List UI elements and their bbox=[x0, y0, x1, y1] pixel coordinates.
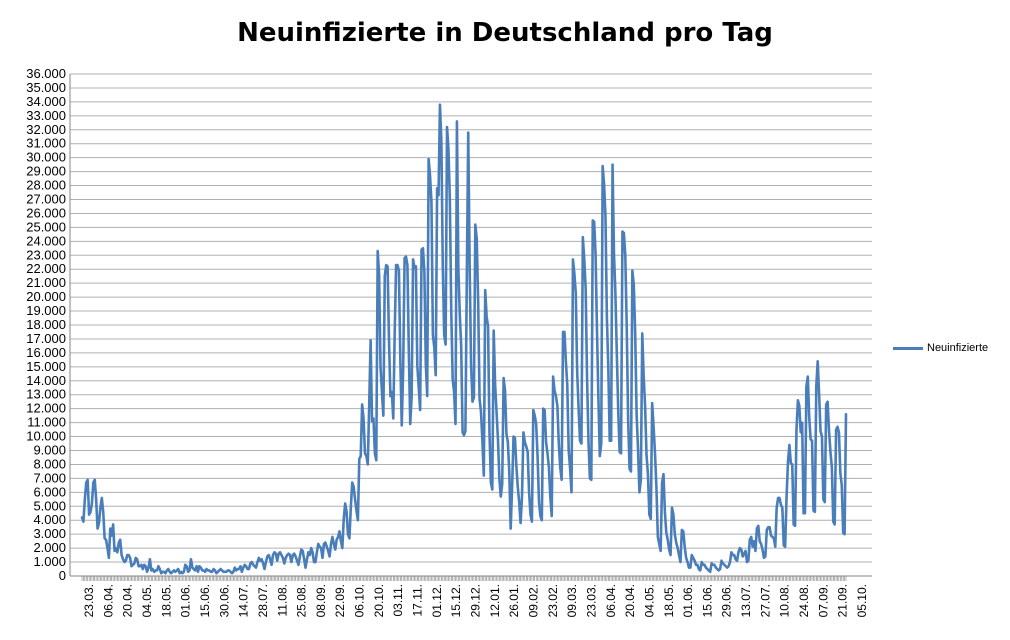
x-tick-label: 14.07. bbox=[237, 584, 251, 617]
legend: Neuinfizierte bbox=[893, 342, 988, 354]
x-tick-label: 23.03. bbox=[82, 584, 96, 617]
x-tick-label: 20.04. bbox=[121, 584, 135, 617]
y-tick-label: 5.000 bbox=[33, 498, 66, 513]
y-tick-label: 7.000 bbox=[33, 470, 66, 485]
legend-label: Neuinfizierte bbox=[927, 342, 989, 354]
x-tick-label: 18.05. bbox=[159, 584, 173, 617]
x-tick-label: 10.08. bbox=[778, 584, 792, 617]
x-tick-label: 12.01. bbox=[488, 584, 502, 617]
x-tick-label: 06.04. bbox=[101, 584, 115, 617]
x-tick-label: 15.06. bbox=[198, 584, 212, 617]
x-tick-label: 23.03. bbox=[584, 584, 598, 617]
y-tick-label: 19.000 bbox=[26, 303, 66, 318]
x-tick-label: 22.09. bbox=[333, 584, 347, 617]
x-tick-label: 09.03. bbox=[565, 584, 579, 617]
y-tick-label: 15.000 bbox=[26, 359, 66, 374]
x-tick-label: 27.07. bbox=[758, 584, 772, 617]
x-tick-label: 21.09. bbox=[836, 584, 850, 617]
x-tick-label: 03.11. bbox=[391, 584, 405, 616]
y-tick-label: 32.000 bbox=[26, 122, 66, 137]
x-tick-label: 20.04. bbox=[623, 584, 637, 617]
series-line-neuinfizierte bbox=[80, 103, 848, 575]
x-tick-label: 15.06. bbox=[700, 584, 714, 617]
y-tick-label: 16.000 bbox=[26, 345, 66, 360]
x-tick-label: 18.05. bbox=[662, 584, 676, 617]
x-tick-label: 29.12. bbox=[469, 584, 483, 617]
y-tick-label: 27.000 bbox=[26, 192, 66, 207]
x-tick-label: 01.06. bbox=[681, 584, 695, 617]
series-layer bbox=[80, 103, 848, 575]
y-tick-label: 12.000 bbox=[26, 401, 66, 416]
y-tick-label: 34.000 bbox=[26, 94, 66, 109]
y-tick-label: 25.000 bbox=[26, 219, 66, 234]
legend-swatch bbox=[893, 346, 923, 350]
x-minor-ticks bbox=[81, 576, 847, 581]
y-tick-label: 22.000 bbox=[26, 261, 66, 276]
y-tick-label: 29.000 bbox=[26, 164, 66, 179]
x-tick-label: 25.08. bbox=[295, 584, 309, 617]
x-tick-label: 04.05. bbox=[140, 584, 154, 617]
y-tick-label: 24.000 bbox=[26, 233, 66, 248]
x-tick-label: 17.11. bbox=[411, 584, 425, 616]
y-tick-label: 2.000 bbox=[33, 540, 66, 555]
x-tick-label: 13.07. bbox=[739, 584, 753, 617]
y-tick-label: 28.000 bbox=[26, 178, 66, 193]
y-tick-label: 9.000 bbox=[33, 443, 66, 458]
y-tick-label: 0 bbox=[59, 568, 66, 583]
x-tick-label: 01.12. bbox=[430, 584, 444, 617]
x-tick-label: 08.09. bbox=[314, 584, 328, 617]
y-tick-label: 36.000 bbox=[26, 66, 66, 81]
x-tick-label: 06.10. bbox=[353, 584, 367, 617]
x-tick-label: 15.12. bbox=[449, 584, 463, 617]
x-tick-label: 28.07. bbox=[256, 584, 270, 617]
y-tick-label: 1.000 bbox=[33, 554, 66, 569]
x-tick-label: 09.02. bbox=[526, 584, 540, 617]
y-tick-label: 23.000 bbox=[26, 247, 66, 262]
x-tick-label: 01.06. bbox=[179, 584, 193, 617]
x-tick-label: 05.10. bbox=[855, 584, 869, 617]
x-tick-label: 30.06. bbox=[217, 584, 231, 617]
y-tick-label: 14.000 bbox=[26, 373, 66, 388]
y-tick-label: 17.000 bbox=[26, 331, 66, 346]
y-tick-label: 31.000 bbox=[26, 136, 66, 151]
y-tick-label: 21.000 bbox=[26, 275, 66, 290]
x-tick-label: 26.01. bbox=[507, 584, 521, 617]
y-tick-label: 3.000 bbox=[33, 526, 66, 541]
y-tick-label: 20.000 bbox=[26, 289, 66, 304]
x-tick-label: 11.08. bbox=[275, 584, 289, 616]
y-tick-label: 26.000 bbox=[26, 205, 66, 220]
y-tick-label: 4.000 bbox=[33, 512, 66, 527]
axis-layer: 01.0002.0003.0004.0005.0006.0007.0008.00… bbox=[26, 66, 872, 617]
y-tick-label: 35.000 bbox=[26, 80, 66, 95]
x-tick-label: 24.08. bbox=[797, 584, 811, 617]
x-tick-label: 07.09. bbox=[816, 584, 830, 617]
x-tick-label: 06.04. bbox=[604, 584, 618, 617]
y-tick-label: 30.000 bbox=[26, 150, 66, 165]
y-tick-label: 18.000 bbox=[26, 317, 66, 332]
y-tick-label: 10.000 bbox=[26, 429, 66, 444]
y-tick-label: 33.000 bbox=[26, 108, 66, 123]
y-tick-label: 13.000 bbox=[26, 387, 66, 402]
x-tick-label: 04.05. bbox=[642, 584, 656, 617]
y-tick-label: 6.000 bbox=[33, 484, 66, 499]
chart-title: Neuinfizierte in Deutschland pro Tag bbox=[237, 18, 773, 48]
y-tick-label: 11.000 bbox=[27, 415, 66, 430]
x-tick-label: 29.06. bbox=[720, 584, 734, 617]
x-tick-label: 23.02. bbox=[546, 584, 560, 617]
y-tick-label: 8.000 bbox=[33, 456, 66, 471]
x-tick-label: 20.10. bbox=[372, 584, 386, 617]
